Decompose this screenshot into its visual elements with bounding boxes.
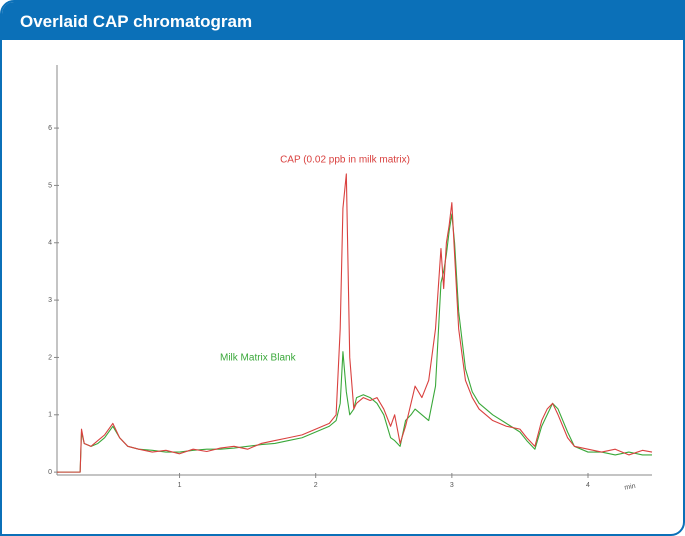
series-label: Milk Matrix Blank (220, 353, 297, 364)
series-line (57, 173, 653, 473)
y-tick-label: 0 (48, 469, 52, 476)
y-tick-label: 2 (48, 354, 52, 361)
x-tick-label: 1 (178, 482, 182, 489)
x-tick-label: 2 (314, 482, 318, 489)
x-tick-label: 4 (586, 482, 590, 489)
y-tick-label: 6 (48, 125, 52, 132)
y-tick-label: 4 (48, 240, 52, 247)
card-title: Overlaid CAP chromatogram (2, 2, 683, 40)
x-tick-label: 3 (450, 482, 454, 489)
series-line (57, 213, 652, 473)
x-axis-label: min (624, 483, 636, 492)
y-tick-label: 5 (48, 182, 52, 189)
y-tick-label: 3 (48, 297, 52, 304)
series-label: CAP (0.02 ppb in milk matrix) (280, 155, 410, 166)
y-tick-label: 1 (48, 412, 52, 419)
